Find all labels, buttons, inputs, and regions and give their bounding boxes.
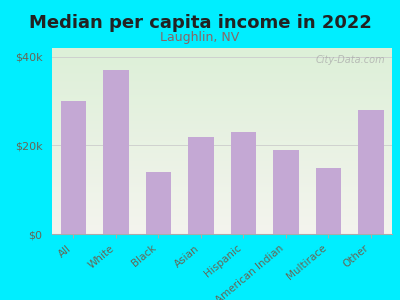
Bar bbox=[230, 132, 256, 234]
Bar bbox=[60, 101, 86, 234]
Bar bbox=[103, 70, 128, 234]
Text: Laughlin, NV: Laughlin, NV bbox=[160, 32, 240, 44]
Bar bbox=[358, 110, 384, 234]
Text: Median per capita income in 2022: Median per capita income in 2022 bbox=[28, 14, 372, 32]
Bar bbox=[188, 136, 214, 234]
Bar bbox=[146, 172, 171, 234]
Bar bbox=[273, 150, 298, 234]
Text: City-Data.com: City-Data.com bbox=[316, 56, 385, 65]
Bar bbox=[316, 168, 341, 234]
